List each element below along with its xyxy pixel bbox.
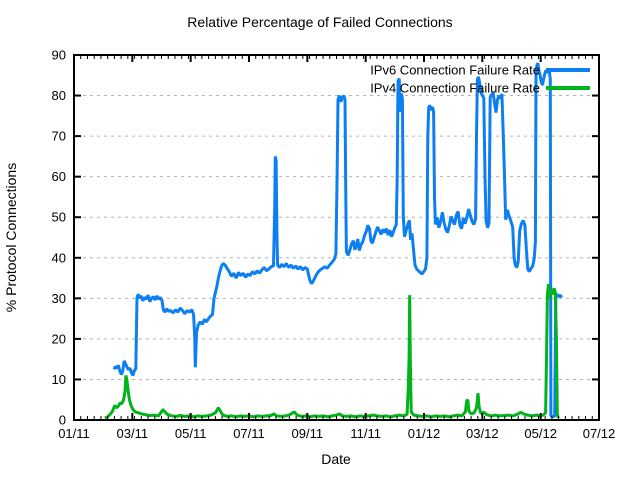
- x-tick-label: 05/12: [524, 426, 557, 441]
- x-tick-label: 07/12: [583, 426, 616, 441]
- x-tick-label: 07/11: [233, 426, 265, 441]
- y-tick-label: 40: [52, 250, 66, 265]
- y-tick-label: 70: [52, 129, 66, 144]
- x-tick-label: 03/11: [117, 426, 149, 441]
- legend-label-ipv6: IPv6 Connection Failure Rate: [370, 63, 540, 78]
- y-tick-label: 50: [52, 210, 66, 225]
- legend: IPv6 Connection Failure Rate IPv4 Connec…: [370, 63, 590, 96]
- y-tick-label: 20: [52, 331, 66, 346]
- y-tick-label: 30: [52, 291, 66, 306]
- series-line-ipv6: [112, 62, 563, 419]
- axis-ticks: [73, 54, 600, 421]
- y-tick-label: 80: [52, 88, 66, 103]
- series-line-ipv4: [104, 283, 560, 420]
- axis-tick-labels: 01/11 03/11 05/11 07/11 09/11 11/11 01/12 03/12…: [52, 48, 616, 442]
- y-tick-label: 10: [52, 372, 66, 387]
- x-tick-label: 11/11: [350, 426, 381, 441]
- y-tick-label: 90: [52, 48, 66, 63]
- legend-label-ipv4: IPv4 Connection Failure Rate: [370, 81, 540, 96]
- x-tick-label: 03/12: [466, 426, 499, 441]
- data-series: [104, 62, 563, 420]
- x-tick-label: 09/11: [292, 426, 324, 441]
- x-tick-label: 05/11: [175, 426, 207, 441]
- x-tick-label: 01/12: [408, 426, 441, 441]
- y-tick-label: 60: [52, 169, 66, 184]
- x-tick-label: 01/11: [58, 426, 90, 441]
- x-axis-title: Date: [321, 451, 351, 467]
- y-tick-label: 0: [59, 413, 66, 428]
- chart-title: Relative Percentage of Failed Connection…: [187, 14, 452, 30]
- y-axis-title: % Protocol Connections: [3, 163, 19, 312]
